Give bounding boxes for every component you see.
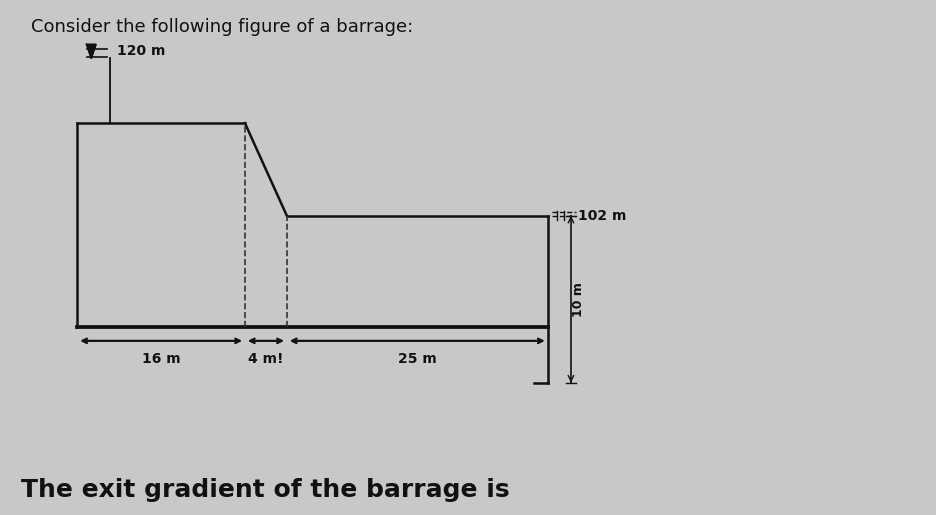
Text: 102 m: 102 m (578, 209, 626, 223)
Text: 25 m: 25 m (398, 352, 436, 366)
Text: Consider the following figure of a barrage:: Consider the following figure of a barra… (31, 18, 413, 36)
Text: The exit gradient of the barrage is: The exit gradient of the barrage is (22, 478, 509, 502)
Text: 16 m: 16 m (141, 352, 181, 366)
Text: 4 m!: 4 m! (248, 352, 284, 366)
Polygon shape (86, 44, 95, 58)
Text: 120 m: 120 m (117, 44, 166, 58)
Text: 10 m: 10 m (571, 282, 584, 317)
